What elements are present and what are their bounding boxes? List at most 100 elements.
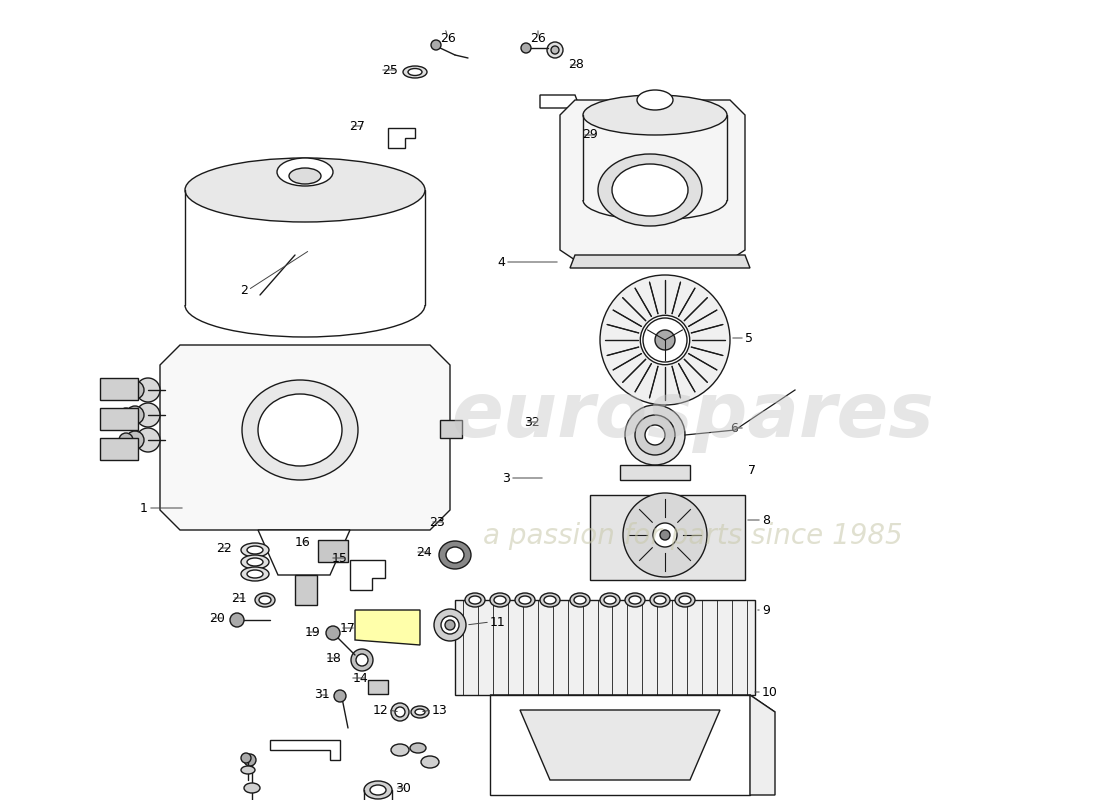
Circle shape [653, 523, 676, 547]
Bar [368, 680, 388, 694]
Text: 20: 20 [209, 611, 226, 625]
Text: 15: 15 [332, 551, 348, 565]
Ellipse shape [600, 593, 620, 607]
Bar [455, 600, 755, 695]
Ellipse shape [653, 328, 676, 352]
Ellipse shape [654, 330, 675, 350]
Text: 21: 21 [231, 591, 248, 605]
Circle shape [126, 406, 144, 424]
Polygon shape [350, 560, 385, 590]
Polygon shape [560, 100, 745, 260]
Ellipse shape [248, 570, 263, 578]
Text: 22: 22 [217, 542, 232, 554]
Ellipse shape [241, 766, 255, 774]
Text: 9: 9 [762, 603, 770, 617]
Text: 25: 25 [382, 63, 398, 77]
Ellipse shape [604, 596, 616, 604]
Text: 16: 16 [295, 535, 310, 549]
Circle shape [431, 40, 441, 50]
Text: 24: 24 [416, 546, 432, 558]
Circle shape [645, 425, 665, 445]
Text: 8: 8 [762, 514, 770, 526]
Text: 11: 11 [490, 615, 506, 629]
Ellipse shape [515, 593, 535, 607]
Ellipse shape [439, 541, 471, 569]
Polygon shape [355, 610, 420, 645]
Ellipse shape [654, 596, 666, 604]
Ellipse shape [411, 706, 429, 718]
Circle shape [126, 431, 144, 449]
Circle shape [446, 620, 455, 630]
Circle shape [136, 403, 160, 427]
Ellipse shape [625, 593, 645, 607]
Circle shape [356, 654, 369, 666]
Polygon shape [570, 255, 750, 268]
Ellipse shape [185, 158, 425, 222]
Ellipse shape [415, 709, 425, 715]
Ellipse shape [410, 743, 426, 753]
Circle shape [547, 42, 563, 58]
Ellipse shape [675, 593, 695, 607]
Circle shape [326, 626, 340, 640]
Ellipse shape [650, 593, 670, 607]
Ellipse shape [258, 394, 342, 466]
Ellipse shape [248, 558, 263, 566]
Ellipse shape [408, 69, 422, 75]
Polygon shape [750, 695, 776, 795]
Text: 14: 14 [352, 671, 368, 685]
Ellipse shape [446, 547, 464, 563]
Bar [440, 420, 462, 438]
Bar [295, 575, 317, 605]
Bar [100, 378, 138, 400]
Circle shape [244, 754, 256, 766]
Text: 31: 31 [315, 689, 330, 702]
Ellipse shape [679, 596, 691, 604]
Circle shape [126, 381, 144, 399]
Ellipse shape [241, 543, 270, 557]
Ellipse shape [640, 315, 690, 365]
Ellipse shape [370, 785, 386, 795]
Ellipse shape [258, 596, 271, 604]
Circle shape [119, 383, 133, 397]
Circle shape [551, 46, 559, 54]
Polygon shape [540, 95, 580, 108]
Bar [590, 495, 745, 580]
Text: 10: 10 [762, 686, 778, 698]
Ellipse shape [244, 783, 260, 793]
Text: 12: 12 [372, 703, 388, 717]
Polygon shape [258, 530, 350, 575]
Ellipse shape [277, 158, 333, 186]
Ellipse shape [583, 95, 727, 135]
Text: 28: 28 [568, 58, 584, 71]
Circle shape [441, 616, 459, 634]
Text: 18: 18 [326, 651, 342, 665]
Circle shape [334, 690, 346, 702]
Ellipse shape [598, 154, 702, 226]
Polygon shape [160, 345, 450, 530]
Text: 27: 27 [349, 119, 365, 133]
Text: 23: 23 [429, 515, 446, 529]
Circle shape [623, 493, 707, 577]
Polygon shape [620, 465, 690, 480]
Ellipse shape [490, 593, 510, 607]
Bar [100, 438, 138, 460]
Text: 5: 5 [745, 331, 754, 345]
Ellipse shape [629, 596, 641, 604]
Ellipse shape [364, 781, 392, 799]
Circle shape [660, 530, 670, 540]
Circle shape [390, 703, 409, 721]
Ellipse shape [540, 593, 560, 607]
Ellipse shape [570, 593, 590, 607]
Text: 3: 3 [502, 471, 510, 485]
Ellipse shape [390, 744, 409, 756]
Text: a passion for parts since 1985: a passion for parts since 1985 [483, 522, 903, 550]
Circle shape [395, 707, 405, 717]
Circle shape [119, 433, 133, 447]
Ellipse shape [465, 593, 485, 607]
Circle shape [625, 405, 685, 465]
Circle shape [136, 378, 160, 402]
Circle shape [351, 649, 373, 671]
Ellipse shape [242, 380, 358, 480]
Ellipse shape [494, 596, 506, 604]
Ellipse shape [574, 596, 586, 604]
